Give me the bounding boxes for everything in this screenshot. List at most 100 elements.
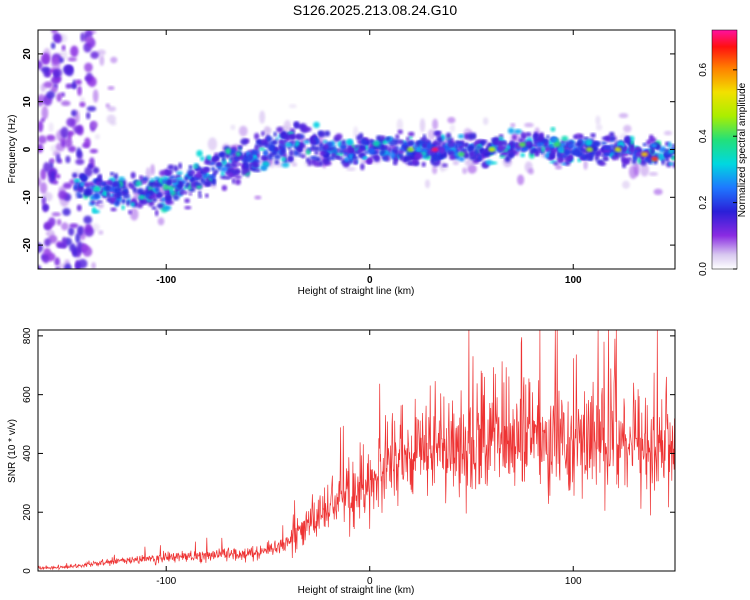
heatmap-cell [408, 136, 413, 140]
heatmap-cell [92, 89, 99, 103]
heatmap-cell [276, 126, 284, 133]
heatmap-cell [634, 146, 641, 150]
heatmap-cell [278, 140, 285, 144]
heatmap-cell [41, 196, 46, 206]
heatmap-cell [584, 139, 593, 147]
heatmap-cell [150, 164, 155, 176]
colorbar-label: Normalized spectral amplitude [737, 82, 748, 217]
heatmap-cell [439, 147, 445, 154]
heatmap-cell [184, 198, 190, 204]
heatmap-cell [550, 144, 555, 148]
heatmap-cell [323, 143, 330, 150]
heatmap-cell [478, 154, 482, 161]
heatmap-cell [356, 148, 363, 153]
heatmap-cell [281, 162, 290, 168]
heatmap-cell [84, 166, 93, 177]
heatmap-cell [651, 143, 658, 148]
heatmap-cell [107, 179, 112, 185]
heatmap-cell [518, 137, 524, 144]
heatmap-cell [354, 145, 360, 149]
heatmap-cell [75, 79, 82, 85]
heatmap-cell [397, 149, 404, 155]
heatmap-hotspot [431, 147, 439, 152]
heatmap-cell [95, 202, 99, 206]
heatmap-cell [348, 153, 354, 160]
heatmap-cell [396, 118, 404, 132]
heatmap-cell [514, 129, 522, 134]
heatmap-cell [110, 207, 117, 212]
heatmap-cell [212, 170, 217, 177]
heatmap-cell [231, 177, 236, 185]
heatmap-hotspot [518, 142, 526, 147]
heatmap-cell [202, 172, 207, 179]
heatmap-cell [257, 147, 266, 151]
heatmap-cell [280, 148, 286, 155]
heatmap-cell [618, 112, 629, 119]
heatmap-cell [449, 151, 455, 156]
heatmap-cell [120, 198, 127, 204]
heatmap-cell [289, 157, 294, 161]
heatmap-cell [230, 156, 234, 162]
heatmap-hotspot [614, 147, 622, 152]
heatmap-cell [583, 160, 588, 170]
heatmap-cell [56, 218, 62, 226]
heatmap-cell [345, 167, 356, 172]
heatmap-cell [46, 90, 56, 99]
heatmap-cell [611, 154, 616, 161]
snr-plot-area [38, 330, 675, 571]
heatmap-cell [657, 152, 664, 160]
heatmap-cell [603, 156, 608, 161]
heatmap-cell [559, 142, 566, 147]
heatmap-cell [39, 182, 48, 194]
heatmap-cell [42, 254, 50, 264]
heatmap-cell [220, 171, 225, 177]
heatmap-cell [193, 173, 202, 179]
heatmap-cell [667, 141, 672, 149]
heatmap-cell [107, 86, 115, 91]
heatmap-cell [426, 144, 434, 150]
heatmap-cell [156, 203, 164, 209]
heatmap-cell [345, 139, 354, 145]
heatmap-cell [111, 182, 118, 187]
heatmap-cell [77, 186, 84, 194]
colorbar-tick-label: 0.6 [698, 62, 709, 76]
heatmap-cell [637, 157, 641, 164]
heatmap-cell [432, 118, 439, 130]
heatmap-cell [199, 176, 205, 183]
heatmap-cell [464, 159, 475, 167]
colorbar-tick-label: 0.4 [698, 129, 709, 143]
heatmap-cell [73, 125, 83, 134]
heatmap-cell [346, 146, 355, 153]
heatmap-cell [645, 139, 652, 145]
heatmap-cell [467, 133, 475, 140]
spectrogram-y-tick-label: 20 [22, 48, 33, 60]
heatmap-cell [88, 163, 93, 169]
heatmap-cell [342, 162, 349, 168]
heatmap-cell [255, 168, 261, 173]
snr-x-tick-label: 100 [565, 576, 582, 587]
heatmap-cell [512, 134, 517, 140]
heatmap-cell [94, 133, 101, 140]
heatmap-cell [550, 126, 556, 132]
heatmap-cell [61, 44, 66, 51]
heatmap-cell [67, 57, 77, 62]
heatmap-cell [440, 153, 447, 159]
heatmap-cell [360, 138, 368, 146]
heatmap-cell [167, 164, 175, 171]
heatmap-cell [224, 176, 231, 180]
heatmap-cell [409, 140, 414, 145]
heatmap-cell [188, 164, 193, 170]
heatmap-cell [424, 179, 431, 189]
heatmap-cell [38, 120, 44, 133]
heatmap-cell [114, 188, 119, 193]
heatmap-cell [640, 163, 650, 177]
heatmap-cell [175, 176, 184, 181]
heatmap-cell [241, 169, 247, 176]
heatmap-cell [114, 199, 121, 206]
heatmap-cell [88, 181, 95, 187]
heatmap-cell [194, 182, 203, 186]
heatmap-cell [84, 137, 91, 148]
heatmap-cell [172, 194, 180, 201]
heatmap-cell [240, 138, 249, 146]
colorbar-tick-label: 0.0 [698, 262, 709, 276]
